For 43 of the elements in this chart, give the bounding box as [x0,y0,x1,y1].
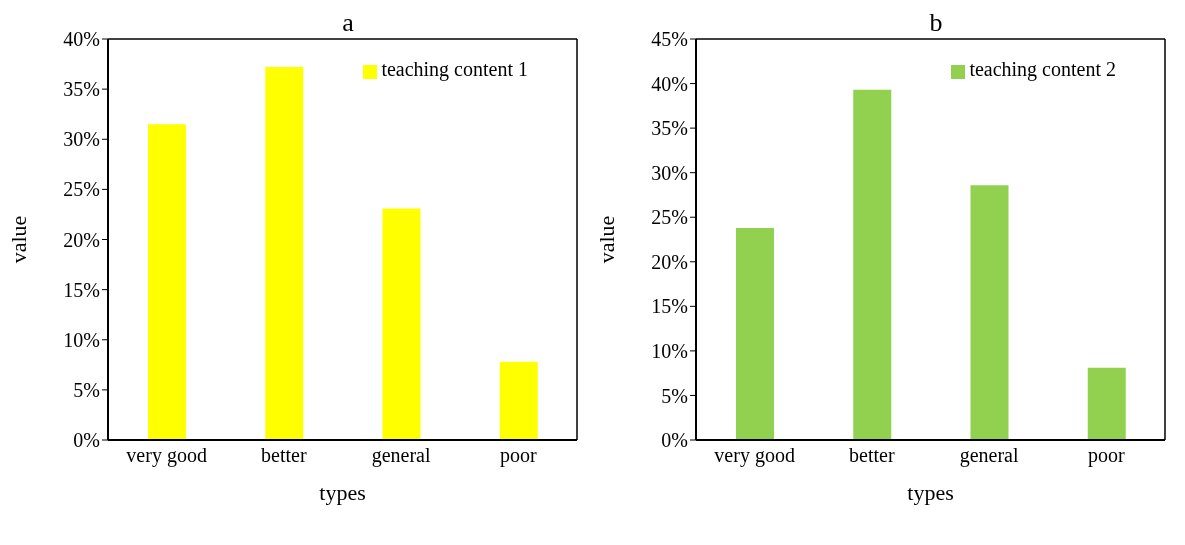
chart-title: a [342,8,354,37]
y-tick-label: 30% [651,161,688,184]
y-tick-label: 0% [661,429,688,452]
y-axis-title: value [593,215,619,264]
legend-label: teaching content 2 [969,58,1116,80]
y-tick-label: 5% [73,378,100,401]
bar [853,89,892,440]
bar [1087,367,1126,440]
y-tick-label: 15% [651,295,688,318]
y-tick-label: 35% [651,117,688,140]
x-tick-label: very good [714,444,795,468]
x-tick-label: very good [126,444,207,468]
chart-title: b [929,8,943,37]
x-tick-label: better [849,444,895,467]
y-tick-label: 20% [651,250,688,273]
y-tick-label: 5% [661,384,688,407]
x-tick-label: general [371,444,431,468]
bar [148,124,186,440]
y-tick-label: 10% [63,328,100,351]
y-tick-label: 15% [63,278,100,301]
x-tick-label: poor [500,444,538,468]
y-tick-label: 45% [651,28,688,51]
y-tick-label: 35% [63,78,100,101]
y-tick-label: 40% [651,72,688,95]
bar [265,67,304,440]
x-tick-label: better [261,444,307,467]
bar [970,185,1009,440]
x-tick-label: poor [1088,444,1126,468]
y-tick-label: 40% [63,28,100,51]
y-tick-label: 20% [63,228,100,251]
y-axis-title: value [5,215,31,264]
bar [499,361,538,440]
y-tick-label: 30% [63,128,100,151]
x-tick-label: general [959,444,1019,468]
y-tick-label: 25% [63,178,100,201]
legend-label: teaching content 1 [381,58,528,80]
x-axis-title: types [907,480,954,505]
y-tick-label: 10% [651,339,688,362]
bar [736,227,774,440]
y-tick-label: 25% [651,206,688,229]
x-axis-title: types [319,480,366,505]
y-tick-label: 0% [73,429,100,452]
bar [382,208,421,440]
